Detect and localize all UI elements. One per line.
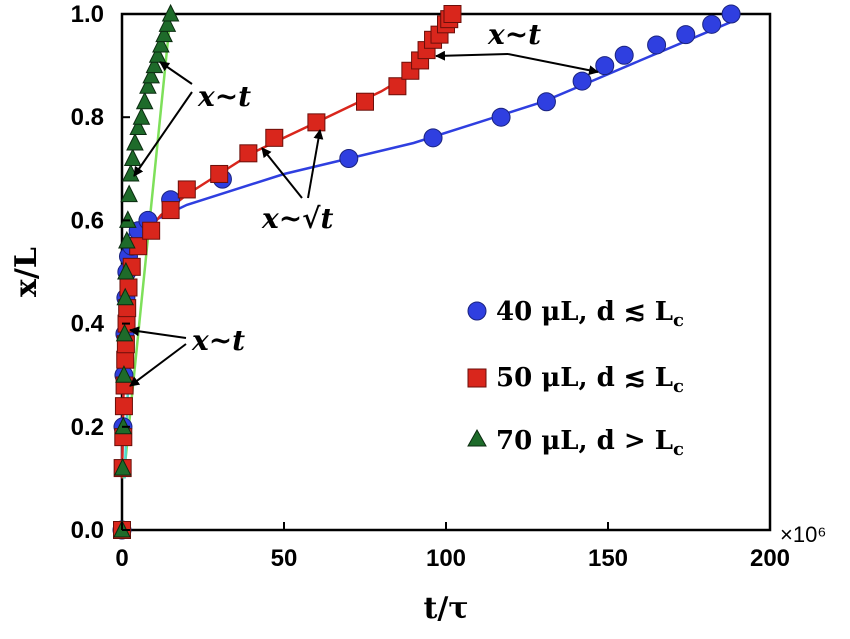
data-point [155,24,173,43]
legend-marker-circle [467,301,487,321]
annotation-label: x~√t [261,202,334,235]
data-point [721,4,741,24]
y-axis-label: x/L [9,247,44,297]
data-point [115,365,133,383]
annotation-xt-upper-right: x~t [435,18,599,76]
x-tick-label: 200 [750,545,790,572]
x-tick-label: 150 [588,545,628,572]
x-tick-label: 0 [115,545,128,572]
data-point [148,45,167,63]
data-point [702,14,722,34]
annotation-xt-lower-left: x~t [129,324,245,387]
data-point [161,201,180,220]
data-point [120,184,138,203]
data-point [129,117,148,136]
data-point [572,71,592,91]
y-tick-label: 0.2 [71,414,104,441]
data-point [265,128,284,147]
data-point [139,76,157,94]
x-axis-label: t/τ [424,591,469,626]
annotation-arrow [435,50,509,61]
x-tick-label: 50 [271,545,298,572]
data-point [145,55,164,74]
legend-label: 50 μL, d ≲ Lc [496,363,684,397]
data-point [647,35,667,55]
data-point [113,457,132,476]
annotation-arrow [133,91,193,177]
data-point [158,14,177,32]
legend-item-40ul: 40 μL, d ≲ Lc [467,297,684,331]
data-point [307,113,326,132]
y-tick-label: 0.8 [71,104,104,131]
data-point [114,397,133,416]
data-point [443,5,462,23]
data-point [123,148,142,166]
data-point [161,3,180,22]
data-point [491,107,511,127]
annotation-xt-upper-left: x~t [133,61,251,177]
x-tick-label: 100 [426,545,466,572]
annotation-arrow [129,326,187,339]
data-point [388,77,407,96]
legend-label: 40 μL, d ≲ Lc [496,297,684,331]
x-axis-ticks: 0 50 100 150 200 [115,522,790,572]
legend-marker-triangle [467,428,487,447]
data-point [595,56,615,76]
annotation-arrow [261,147,303,199]
data-point [126,132,144,151]
data-point [210,164,229,183]
data-point [614,45,634,65]
data-point [152,34,170,53]
data-point [135,91,154,110]
annotation-xsqrt-t: x~√t [261,129,334,235]
annotation-label: x~t [197,80,251,113]
data-point [676,25,696,45]
data-point [339,148,359,168]
annotation-label: x~t [487,18,541,51]
y-tick-label: 1.0 [71,1,104,28]
data-point [117,261,135,280]
annotation-label: x~t [191,324,245,357]
data-point [536,92,556,112]
data-point [116,287,135,306]
data-point [132,107,151,125]
annotation-arrow [129,343,187,387]
legend: 40 μL, d ≲ Lc 50 μL, d ≲ Lc 70 μL, d > L… [467,297,684,460]
x-axis-multiplier: ×10⁶ [780,522,826,547]
data-point [239,144,258,163]
legend-marker-square [467,368,487,388]
y-axis-ticks: 0.0 0.2 0.4 0.6 0.8 1.0 [71,1,130,544]
plot-area [120,12,772,532]
legend-label: 70 μL, d > Lc [496,426,684,460]
data-point [177,180,196,199]
annotation-arrow [307,129,324,199]
annotation-arrow [159,61,193,85]
legend-item-50ul: 50 μL, d ≲ Lc [467,363,684,397]
y-tick-label: 0.4 [71,311,105,338]
series-2 [113,3,180,538]
data-point [423,128,443,148]
legend-item-70ul: 70 μL, d > Lc [467,426,684,460]
annotation-arrow [507,53,599,76]
y-tick-label: 0.6 [71,207,104,234]
data-point [116,350,135,369]
data-point [115,323,134,342]
y-tick-label: 0.0 [71,517,104,544]
data-point [356,92,374,111]
data-point [142,65,160,84]
data-point [142,221,161,240]
data-point [118,230,136,249]
